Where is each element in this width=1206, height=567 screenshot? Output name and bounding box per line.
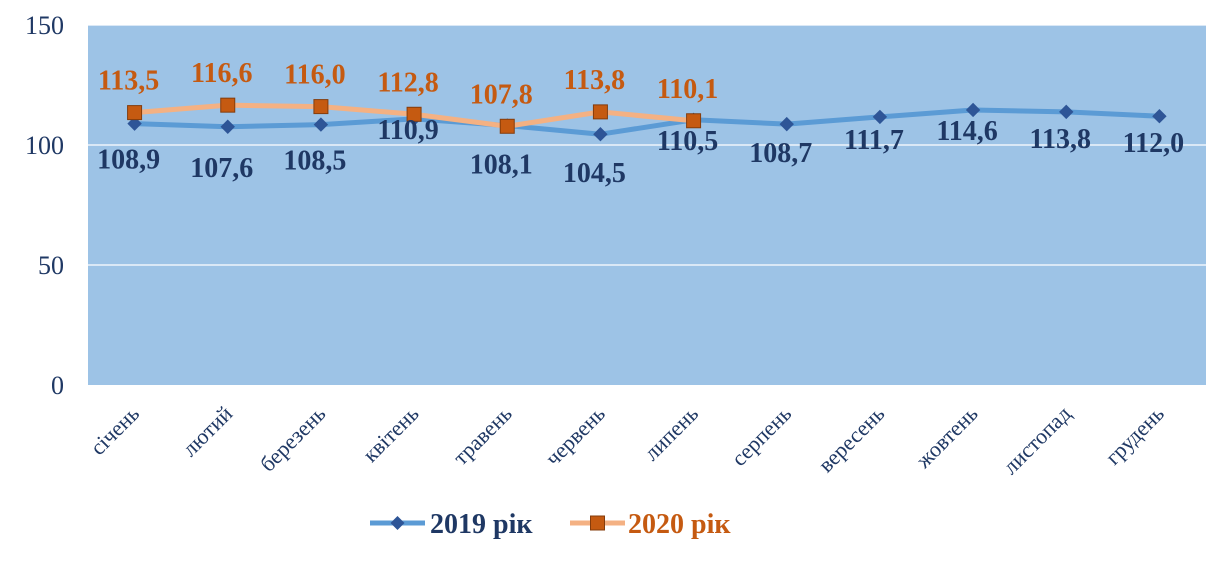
series-point bbox=[127, 116, 142, 131]
data-labels: 108,9 107,6 108,5 110,9 108,1 104,5 110,5 108,7… bbox=[97, 58, 1184, 189]
data-label: 116,0 bbox=[284, 60, 345, 91]
legend-label: 2020 рік bbox=[628, 509, 731, 540]
x-tick-label: квітень bbox=[358, 401, 424, 467]
data-label: 116,6 bbox=[191, 58, 252, 89]
x-tick-label: липень bbox=[639, 401, 703, 465]
data-label: 104,5 bbox=[563, 158, 626, 189]
series-point bbox=[1059, 104, 1074, 120]
data-label: 111,7 bbox=[844, 125, 904, 156]
data-label: 108,1 bbox=[470, 150, 533, 181]
legend-label: 2019 рік bbox=[430, 509, 533, 540]
data-label: 108,9 bbox=[97, 145, 160, 176]
data-label: 108,7 bbox=[749, 138, 812, 169]
y-axis-ticks: 0 50 100 150 bbox=[25, 11, 64, 400]
series-point bbox=[872, 109, 888, 125]
series-point bbox=[593, 126, 608, 142]
data-label: 107,6 bbox=[190, 153, 253, 184]
legend-marker bbox=[390, 516, 405, 530]
y-tick-label: 0 bbox=[51, 371, 64, 400]
legend-marker bbox=[590, 515, 605, 531]
x-tick-label: червень bbox=[540, 401, 610, 471]
x-tick-label: грудень bbox=[1100, 401, 1169, 470]
series-point bbox=[313, 99, 329, 115]
x-tick-label: березень bbox=[255, 401, 331, 477]
data-label: 107,8 bbox=[470, 79, 533, 110]
x-tick-label: серпень bbox=[726, 401, 796, 471]
y-tick-label: 150 bbox=[25, 11, 64, 40]
plot-area bbox=[88, 25, 1206, 385]
series-point bbox=[220, 97, 236, 113]
series-point bbox=[499, 118, 515, 134]
series-point bbox=[127, 105, 143, 121]
data-label: 113,5 bbox=[98, 66, 159, 97]
series-layer bbox=[127, 97, 1167, 142]
data-label: 108,5 bbox=[283, 146, 346, 177]
series-point bbox=[592, 104, 608, 120]
data-label: 112,8 bbox=[377, 67, 438, 98]
data-label: 113,8 bbox=[1030, 124, 1091, 155]
x-tick-label: листопад bbox=[998, 401, 1076, 479]
x-tick-label: вересень bbox=[813, 401, 889, 477]
series-point bbox=[313, 117, 329, 132]
data-label: 113,8 bbox=[564, 65, 625, 96]
series-point bbox=[406, 106, 422, 122]
data-label: 110,1 bbox=[657, 74, 718, 105]
series-point bbox=[1152, 108, 1167, 124]
series-point bbox=[965, 102, 981, 118]
series-point bbox=[220, 119, 235, 134]
legend: 2019 рік 2020 рік bbox=[370, 509, 731, 540]
y-tick-label: 100 bbox=[25, 131, 64, 160]
x-tick-label: травень bbox=[448, 401, 517, 470]
series-point bbox=[686, 113, 702, 129]
x-tick-label: лютий bbox=[177, 401, 237, 461]
series-line-1 bbox=[132, 107, 1162, 137]
y-tick-label: 50 bbox=[38, 251, 64, 280]
x-tick-label: січень bbox=[85, 401, 144, 460]
data-label: 110,9 bbox=[377, 115, 438, 146]
data-label: 110,5 bbox=[657, 126, 718, 157]
data-label: 114,6 bbox=[936, 116, 997, 147]
gridlines bbox=[88, 24, 1206, 266]
data-label: 112,0 bbox=[1123, 128, 1184, 159]
x-axis-ticks: січень лютий березень квітень травень червень… bbox=[85, 401, 1169, 479]
x-tick-label: жовтень bbox=[910, 401, 983, 474]
series-point bbox=[779, 116, 794, 132]
